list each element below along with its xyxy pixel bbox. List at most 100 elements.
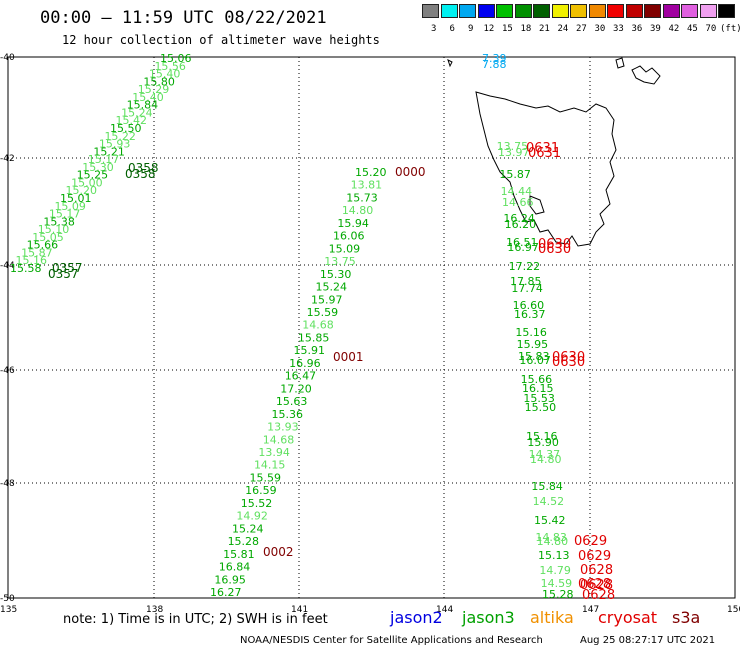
satellite-label-jason2: jason2 [390, 608, 443, 627]
swh-value: 15.00 [71, 176, 103, 189]
swh-value: 16.96 [289, 357, 321, 370]
lat-tick-label: -40 [0, 53, 15, 63]
credit-text: NOAA/NESDIS Center for Satellite Applica… [240, 635, 543, 646]
swh-value: 16.47 [285, 370, 317, 383]
legend-swatch [496, 4, 513, 18]
lat-tick-label: -46 [0, 366, 15, 376]
time-label: 0629 [574, 534, 607, 549]
swh-value: 15.05 [32, 231, 64, 244]
swh-value: 15.42 [534, 514, 566, 527]
swh-value: 14.59 [541, 577, 573, 590]
swh-value: 16.95 [214, 573, 246, 586]
swh-value: 16.06 [333, 230, 365, 243]
swh-value: 15.16 [16, 254, 48, 267]
swh-value: 13.81 [351, 179, 383, 192]
lon-tick-label: 141 [291, 605, 308, 615]
swh-value: 15.58 [10, 262, 42, 275]
legend-label: 9 [468, 24, 474, 34]
swh-value: 16.27 [210, 586, 242, 599]
swh-value: 14.68 [302, 319, 334, 332]
satellite-label-altika: altika [530, 608, 574, 627]
satellite-label-jason3: jason3 [462, 608, 515, 627]
lon-tick-label: 150 [727, 605, 740, 615]
lon-tick-label: 144 [436, 605, 453, 615]
lat-tick-label: -50 [0, 594, 15, 604]
time-label: 0000 [395, 165, 426, 179]
legend-swatch [533, 4, 550, 18]
swh-value: 15.21 [93, 145, 125, 158]
swh-value: 15.66 [27, 239, 58, 252]
legend-label: 3 [431, 24, 437, 34]
swh-value: 16.37 [514, 308, 546, 321]
legend-label: 36 [631, 24, 643, 34]
swh-value: 15.09 [329, 242, 361, 255]
legend-label: 24 [557, 24, 569, 34]
swh-value: 15.59 [307, 306, 339, 319]
swh-value: 15.24 [232, 522, 264, 535]
legend-label: 21 [539, 24, 550, 34]
swh-value: 14.80 [342, 204, 374, 217]
swh-value: 16.60 [513, 299, 545, 312]
swh-value: 15.50 [525, 401, 557, 414]
swh-value: 15.91 [293, 344, 325, 357]
swh-value: 15.66 [521, 373, 553, 386]
legend-label: 12 [483, 24, 495, 34]
swh-value: 14.37 [529, 448, 561, 461]
legend-label: 18 [520, 24, 532, 34]
legend-swatch [662, 4, 680, 18]
swh-value: 15.56 [154, 60, 186, 73]
swh-value: 15.53 [523, 392, 555, 405]
time-label: 0358 [128, 161, 159, 175]
timestamp-text: Aug 25 08:27:17 UTC 2021 [580, 635, 716, 646]
swh-value: 15.36 [272, 408, 304, 421]
legend-swatch [625, 4, 643, 18]
swh-value: 17.85 [510, 275, 542, 288]
footer-note: note: 1) Time is in UTC; 2) SWH is in fe… [63, 612, 328, 627]
swh-value: 17.22 [509, 260, 540, 273]
time-label: 0629 [578, 549, 611, 564]
swh-value: 15.87 [21, 246, 53, 259]
swh-value: 15.93 [99, 138, 131, 151]
swh-value: 14.68 [263, 433, 295, 446]
lat-tick-label: -42 [0, 154, 15, 164]
swh-value: 14.80 [537, 535, 569, 548]
swh-value: 15.17 [88, 153, 120, 166]
swh-value: 15.52 [241, 497, 273, 510]
swh-value: 14.44 [501, 185, 532, 198]
swh-value: 14.79 [539, 564, 571, 577]
satellite-label-cryosat: cryosat [598, 608, 658, 627]
swh-value: 15.01 [60, 192, 92, 205]
swh-value: 15.09 [54, 200, 86, 213]
time-label: 0630 [538, 237, 571, 252]
swh-value: 16.59 [245, 484, 277, 497]
swh-value: 15.28 [542, 588, 574, 601]
lon-tick-label: 138 [146, 605, 163, 615]
swh-value: 16.97 [507, 241, 539, 254]
swh-value: 16.15 [522, 382, 554, 395]
swh-value: 13.97 [498, 146, 530, 159]
legend-label: 6 [449, 24, 455, 34]
time-label: 0630 [552, 355, 585, 370]
swh-value: 15.80 [143, 75, 175, 88]
swh-value: 15.84 [127, 99, 158, 112]
legend-swatch [681, 4, 698, 18]
swh-value: 15.20 [66, 184, 98, 197]
time-label: 0357 [48, 267, 79, 281]
satellite-label-s3a: s3a [672, 608, 701, 627]
swh-value: 15.97 [311, 293, 343, 306]
swh-value: 15.95 [517, 338, 549, 351]
time-label: 0628 [578, 577, 611, 592]
swh-value: 15.13 [538, 549, 570, 562]
swh-value: 15.29 [138, 83, 170, 96]
swh-value: 15.85 [298, 331, 330, 344]
swh-value: 14.66 [502, 196, 534, 209]
swh-value: 14.92 [236, 510, 268, 523]
time-label: 0631 [526, 141, 559, 156]
time-label: 0630 [552, 350, 585, 365]
swh-value: 15.24 [121, 106, 153, 119]
legend-swatch [588, 4, 606, 18]
swh-value: 15.16 [515, 326, 547, 339]
legend-label: 33 [613, 24, 624, 34]
swh-value: 15.90 [527, 436, 559, 449]
